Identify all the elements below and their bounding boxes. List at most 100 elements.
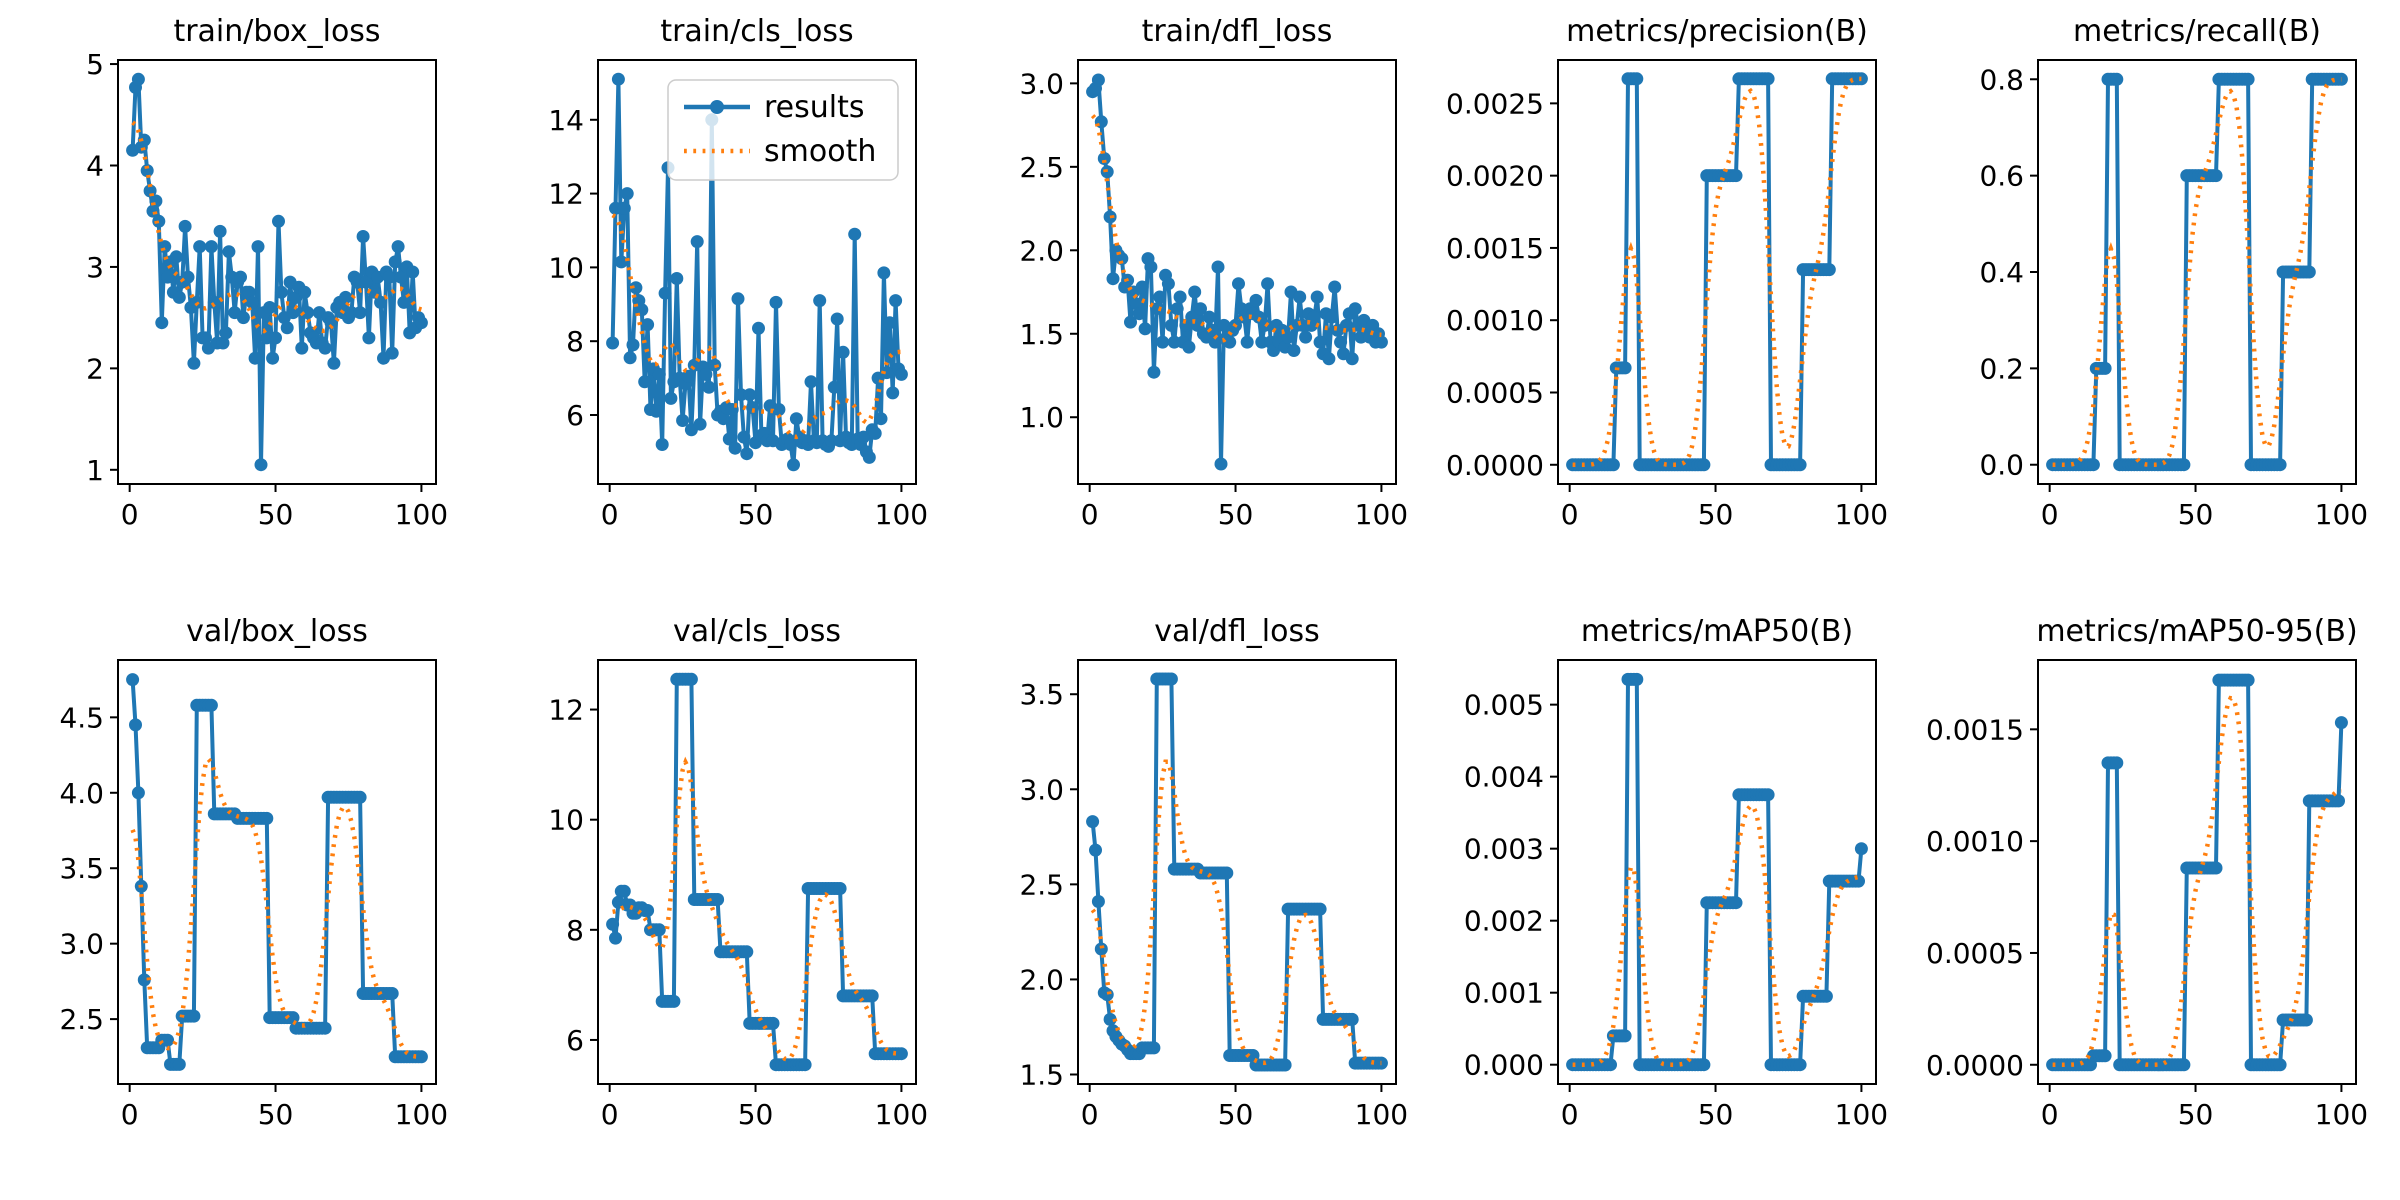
axis-ticks: 0 50 100 1.0 1.5 2.0 2.5 3.0: [1019, 67, 1408, 531]
plot-title-train-cls-loss: train/cls_loss: [660, 14, 854, 49]
svg-text:0.0000: 0.0000: [1926, 1049, 2024, 1082]
svg-text:100: 100: [1835, 498, 1888, 531]
svg-text:8: 8: [566, 914, 584, 947]
svg-text:0.002: 0.002: [1464, 905, 1544, 938]
svg-text:0: 0: [1081, 1098, 1099, 1131]
svg-text:0: 0: [1561, 498, 1579, 531]
svg-text:1: 1: [86, 454, 104, 487]
svg-text:50: 50: [738, 1098, 774, 1131]
svg-text:2.0: 2.0: [1019, 234, 1064, 267]
svg-text:0.0: 0.0: [1979, 449, 2024, 482]
svg-text:5: 5: [86, 48, 104, 81]
plot-title-train-dfl-loss: train/dfl_loss: [1141, 14, 1333, 49]
legend-label-results: results: [764, 90, 865, 125]
svg-text:3: 3: [86, 251, 104, 284]
plot-canvas-metrics-recall: 0 50 100 0.0 0.2 0.4 0.6 0.8: [1979, 59, 2368, 531]
svg-text:0.0025: 0.0025: [1446, 87, 1544, 120]
svg-text:50: 50: [1698, 1098, 1734, 1131]
svg-text:1.5: 1.5: [1019, 1058, 1064, 1091]
svg-text:2.0: 2.0: [1019, 963, 1064, 996]
plot-title-metrics-recall: metrics/recall(B): [2072, 14, 2321, 49]
svg-text:0: 0: [601, 1098, 619, 1131]
svg-text:2: 2: [86, 352, 104, 385]
results-markers: [1086, 672, 1388, 1072]
svg-text:2.5: 2.5: [1019, 151, 1064, 184]
axis-ticks: 0 50 100 0.0000 0.0005 0.0010 0.0015: [1926, 713, 2368, 1131]
svg-text:6: 6: [566, 1024, 584, 1057]
plot-title-val-cls-loss: val/cls_loss: [673, 614, 841, 649]
results-markers: [1086, 73, 1388, 471]
svg-text:100: 100: [395, 1098, 448, 1131]
legend-label-smooth: smooth: [764, 134, 876, 169]
axis-ticks: 0 50 100 2.5 3.0 3.5 4.0 4.5: [59, 701, 448, 1131]
svg-text:0: 0: [1561, 1098, 1579, 1131]
results-line: [1091, 78, 1384, 466]
svg-text:6: 6: [566, 399, 584, 432]
axes-frame: [597, 59, 917, 485]
plot-title-metrics-map50: metrics/mAP50(B): [1580, 614, 1854, 649]
svg-text:0.4: 0.4: [1979, 256, 2024, 289]
svg-text:2.5: 2.5: [59, 1003, 104, 1036]
smooth-line: [1572, 803, 1862, 1067]
axes-frame: [1077, 659, 1397, 1085]
svg-text:3.0: 3.0: [59, 928, 104, 961]
plot-title-val-dfl-loss: val/dfl_loss: [1154, 614, 1320, 649]
results-markers: [1566, 72, 1868, 472]
smooth-line: [611, 213, 902, 440]
svg-text:0.005: 0.005: [1464, 689, 1544, 722]
svg-text:100: 100: [2315, 498, 2368, 531]
subplot-val-cls-loss: val/cls_loss 0 50 100 6 8 10 12: [480, 600, 960, 1200]
axes-frame: [2037, 59, 2357, 485]
svg-text:0.0005: 0.0005: [1926, 937, 2024, 970]
svg-text:100: 100: [395, 498, 448, 531]
results-line: [130, 77, 424, 467]
results-line: [610, 677, 902, 1067]
svg-text:0: 0: [2041, 1098, 2059, 1131]
results-markers: [1566, 672, 1868, 1072]
axis-ticks: 0 50 100 6 8 10 12: [548, 694, 928, 1131]
svg-text:3.0: 3.0: [1019, 773, 1064, 806]
svg-text:50: 50: [1218, 1098, 1254, 1131]
svg-text:100: 100: [875, 498, 928, 531]
svg-text:100: 100: [1835, 1098, 1888, 1131]
results-line: [130, 679, 422, 1067]
subplot-train-box-loss: train/box_loss 0 50 100 1 2 3 4 5: [0, 0, 480, 600]
axes-frame: [1557, 59, 1877, 485]
axes-frame: [1557, 659, 1877, 1085]
svg-text:0.0010: 0.0010: [1446, 304, 1544, 337]
plot-canvas-metrics-precision: 0 50 100 0.0000 0.0005 0.0010 0.0015 0.0020 0.00…: [1446, 59, 1888, 531]
svg-text:50: 50: [2178, 498, 2214, 531]
plot-title-val-box-loss: val/box_loss: [186, 614, 368, 649]
svg-text:0: 0: [2041, 498, 2059, 531]
svg-text:0.001: 0.001: [1464, 977, 1544, 1010]
plot-title-metrics-map50-95: metrics/mAP50-95(B): [2036, 614, 2358, 649]
axes-frame: [2037, 659, 2357, 1085]
subplot-metrics-precision: metrics/precision(B) 0 50 100 0.0000 0.0005 0…: [1440, 0, 1920, 600]
svg-text:0.003: 0.003: [1464, 833, 1544, 866]
svg-text:3.0: 3.0: [1019, 67, 1064, 100]
plot-title-train-box-loss: train/box_loss: [173, 14, 381, 49]
subplot-val-box-loss: val/box_loss 0 50 100 2.5 3.0 3.5 4.0 4.5: [0, 600, 480, 1200]
svg-text:0.0010: 0.0010: [1926, 825, 2024, 858]
svg-text:12: 12: [548, 694, 584, 727]
results-markers: [606, 72, 908, 472]
svg-text:4.5: 4.5: [59, 701, 104, 734]
svg-text:0.0015: 0.0015: [1446, 232, 1544, 265]
subplot-val-dfl-loss: val/dfl_loss 0 50 100 1.5 2.0 2.5 3.0 3.5: [960, 600, 1440, 1200]
svg-text:10: 10: [548, 804, 584, 837]
subplot-metrics-recall: metrics/recall(B) 0 50 100 0.0 0.2 0.4 0.6 0.8: [1920, 0, 2400, 600]
plot-canvas-val-dfl-loss: 0 50 100 1.5 2.0 2.5 3.0 3.5: [1019, 659, 1408, 1131]
svg-text:100: 100: [1355, 498, 1408, 531]
svg-text:0.0005: 0.0005: [1446, 376, 1544, 409]
smooth-line: [612, 756, 902, 1062]
svg-text:0: 0: [121, 498, 139, 531]
plot-canvas-val-cls-loss: 0 50 100 6 8 10 12: [548, 659, 928, 1131]
svg-text:0.6: 0.6: [1979, 160, 2024, 193]
svg-text:0.0015: 0.0015: [1926, 713, 2024, 746]
smooth-line: [130, 755, 422, 1059]
results-markers: [126, 72, 428, 472]
svg-text:1.5: 1.5: [1019, 318, 1064, 351]
axis-ticks: 0 50 100 0.000 0.001 0.002 0.003 0.004 0.005: [1464, 689, 1888, 1131]
svg-text:50: 50: [738, 498, 774, 531]
axes-frame: [597, 659, 917, 1085]
